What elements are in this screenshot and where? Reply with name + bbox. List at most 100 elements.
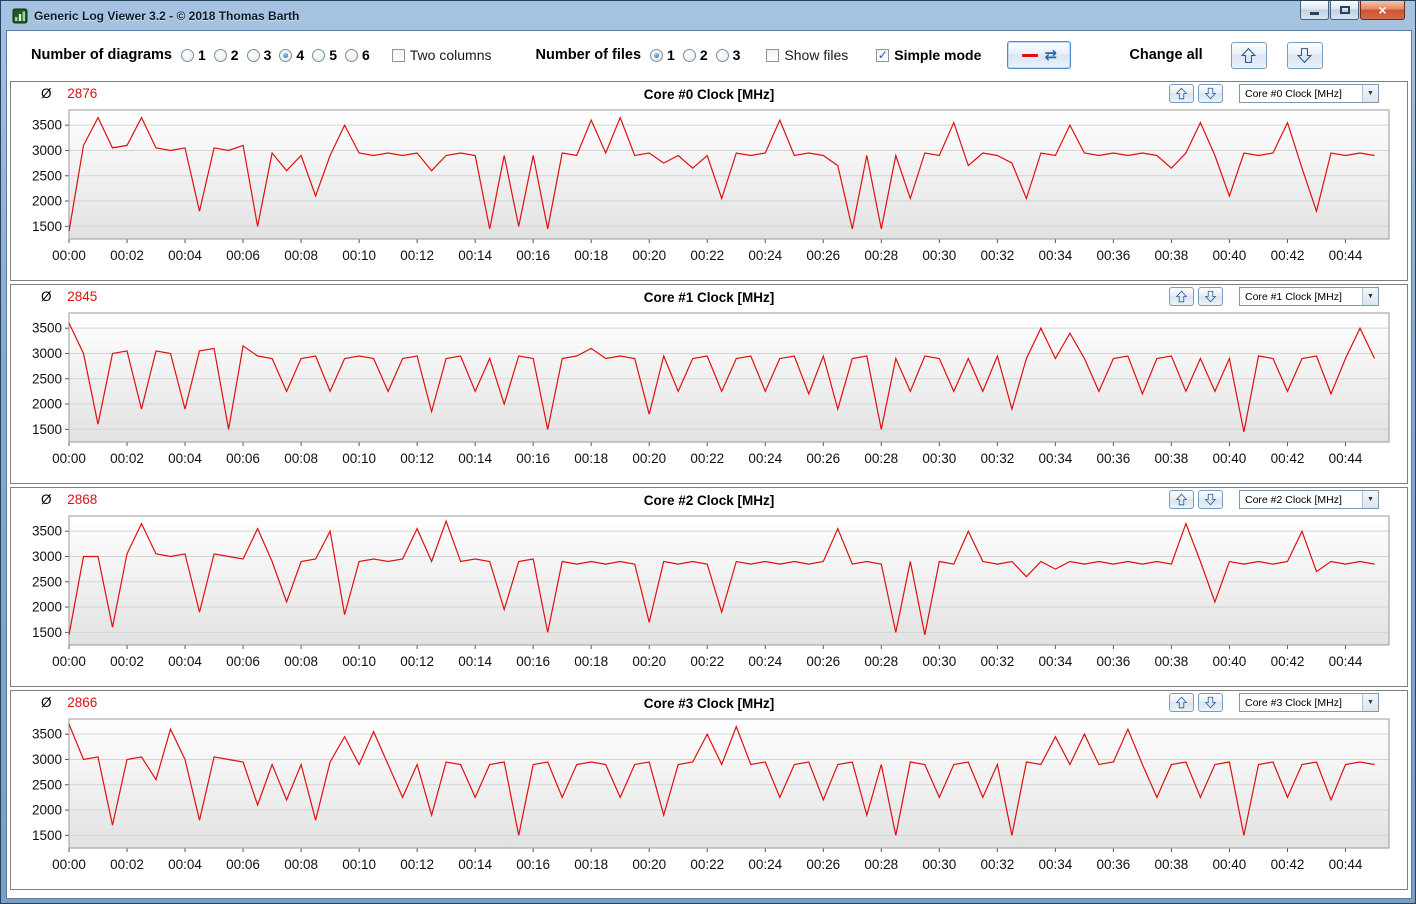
x-tick-label: 00:44 xyxy=(1329,451,1363,466)
x-tick-label: 00:22 xyxy=(690,248,724,263)
radio-icon[interactable] xyxy=(312,48,326,62)
x-tick-label: 00:08 xyxy=(284,654,318,669)
close-icon: × xyxy=(1378,2,1387,18)
signal-select-dropdown[interactable]: Core #3 Clock [MHz] ▼ xyxy=(1239,693,1379,712)
diagrams-option-1[interactable]: 1 xyxy=(181,47,206,63)
diagrams-option-2[interactable]: 2 xyxy=(213,47,239,63)
x-tick-label: 00:14 xyxy=(458,857,492,872)
x-tick-label: 00:16 xyxy=(516,857,550,872)
average-value: 2866 xyxy=(67,695,98,710)
y-tick-label: 2500 xyxy=(32,777,62,792)
x-tick-label: 00:40 xyxy=(1213,451,1247,466)
x-tick-label: 00:32 xyxy=(980,654,1014,669)
series-line xyxy=(68,115,1375,232)
signal-select-dropdown[interactable]: Core #0 Clock [MHz] ▼ xyxy=(1239,84,1379,103)
close-button[interactable]: × xyxy=(1360,1,1405,20)
radio-label: 5 xyxy=(329,47,337,63)
dropdown-arrow-icon[interactable]: ▼ xyxy=(1362,694,1378,711)
panel-up-button[interactable] xyxy=(1169,693,1194,712)
diagrams-option-5[interactable]: 5 xyxy=(312,47,337,63)
x-tick-label: 00:30 xyxy=(922,654,956,669)
app-icon xyxy=(12,8,28,23)
chart-panel: Ø 2845 Core #1 Clock [MHz] Core #1 Clock… xyxy=(10,284,1408,484)
dropdown-arrow-icon[interactable]: ▼ xyxy=(1362,491,1378,508)
x-tick-label: 00:44 xyxy=(1329,857,1363,872)
signal-select-value: Core #3 Clock [MHz] xyxy=(1245,696,1342,709)
diagrams-option-3[interactable]: 3 xyxy=(246,47,272,63)
titlebar[interactable]: Generic Log Viewer 3.2 - © 2018 Thomas B… xyxy=(6,1,1410,30)
y-tick-label: 2000 xyxy=(32,194,62,209)
chart-panel: Ø 2868 Core #2 Clock [MHz] Core #2 Clock… xyxy=(10,487,1408,687)
up-arrow-icon xyxy=(1175,290,1188,303)
simple-mode-checkbox[interactable]: ✓ Simple mode xyxy=(876,47,981,63)
chart-canvas: 1500 2000 2500 3000 3500 00:00 00:02 00:04 00:06… xyxy=(32,109,1390,263)
x-tick-label: 00:34 xyxy=(1038,857,1072,872)
y-tick-label: 1500 xyxy=(32,625,62,640)
change-all-down-button[interactable] xyxy=(1286,41,1323,69)
up-arrow-icon xyxy=(1175,493,1188,506)
panel-down-button[interactable] xyxy=(1198,490,1223,509)
signal-select-dropdown[interactable]: Core #1 Clock [MHz] ▼ xyxy=(1239,287,1379,306)
signal-select-dropdown[interactable]: Core #2 Clock [MHz] ▼ xyxy=(1239,490,1379,509)
panel-up-button[interactable] xyxy=(1169,287,1194,306)
radio-label: 3 xyxy=(263,47,272,63)
change-all-up-button[interactable] xyxy=(1230,41,1267,69)
up-arrow-icon xyxy=(1175,87,1188,100)
x-tick-label: 00:18 xyxy=(574,654,608,669)
radio-icon[interactable] xyxy=(213,48,227,62)
chart-title: Core #3 Clock [MHz] xyxy=(643,696,775,711)
chart-canvas: 1500 2000 2500 3000 3500 00:00 00:02 00:04 00:06… xyxy=(32,515,1390,669)
two-columns-checkbox[interactable]: Two columns xyxy=(391,47,491,63)
down-arrow-icon xyxy=(1204,87,1217,100)
diagrams-option-6[interactable]: 6 xyxy=(344,47,370,63)
maximize-button[interactable] xyxy=(1330,1,1359,20)
files-option-2[interactable]: 2 xyxy=(682,47,708,63)
x-tick-label: 00:42 xyxy=(1271,451,1305,466)
panels-area: Ø 2876 Core #0 Clock [MHz] Core #0 Clock… xyxy=(7,79,1411,898)
panel-up-button[interactable] xyxy=(1169,84,1194,103)
x-tick-label: 00:30 xyxy=(922,248,956,263)
checkbox-icon[interactable] xyxy=(766,48,780,62)
dropdown-arrow-icon[interactable]: ▼ xyxy=(1362,85,1378,102)
x-tick-label: 00:28 xyxy=(864,451,898,466)
radio-icon[interactable] xyxy=(344,48,358,62)
radio-icon[interactable] xyxy=(246,48,260,62)
x-tick-label: 00:32 xyxy=(980,248,1014,263)
radio-icon[interactable] xyxy=(181,48,194,62)
toolbar: Number of diagrams 1 2 3 4 5 6 Two columns Nu… xyxy=(7,31,1411,79)
x-tick-label: 00:06 xyxy=(226,654,260,669)
panel-down-button[interactable] xyxy=(1198,693,1223,712)
x-tick-label: 00:02 xyxy=(110,248,144,263)
y-tick-label: 1500 xyxy=(32,828,62,843)
x-tick-label: 00:08 xyxy=(284,857,318,872)
radio-icon[interactable] xyxy=(682,48,696,62)
checkbox-icon[interactable] xyxy=(391,48,405,62)
x-tick-label: 00:24 xyxy=(748,654,782,669)
average-readout: Ø 2845 xyxy=(41,289,97,304)
x-tick-label: 00:20 xyxy=(632,248,666,263)
radio-icon[interactable] xyxy=(715,48,729,62)
chart-panel-header: Ø 2876 Core #0 Clock [MHz] Core #0 Clock… xyxy=(11,82,1407,106)
x-tick-label: 00:32 xyxy=(980,857,1014,872)
x-tick-label: 00:32 xyxy=(980,451,1014,466)
dropdown-arrow-icon[interactable]: ▼ xyxy=(1362,288,1378,305)
x-tick-label: 00:24 xyxy=(748,248,782,263)
y-tick-label: 3500 xyxy=(32,524,62,539)
plot-border xyxy=(68,312,1390,443)
radio-icon[interactable] xyxy=(650,48,664,62)
checkbox-checked-icon[interactable]: ✓ xyxy=(876,48,890,62)
panel-up-button[interactable] xyxy=(1169,490,1194,509)
y-tick-label: 3500 xyxy=(32,727,62,742)
line-color-refresh-button[interactable]: ⇄ xyxy=(1007,41,1072,69)
radio-icon[interactable] xyxy=(279,48,293,62)
panel-down-button[interactable] xyxy=(1198,84,1223,103)
show-files-checkbox[interactable]: Show files xyxy=(766,47,848,63)
panel-down-button[interactable] xyxy=(1198,287,1223,306)
files-option-3[interactable]: 3 xyxy=(715,47,740,63)
show-files-label: Show files xyxy=(784,47,849,63)
files-option-1[interactable]: 1 xyxy=(650,47,675,63)
diagrams-option-4[interactable]: 4 xyxy=(279,47,304,63)
minimize-button[interactable] xyxy=(1300,1,1329,20)
number-of-diagrams-label: Number of diagrams xyxy=(31,47,172,63)
